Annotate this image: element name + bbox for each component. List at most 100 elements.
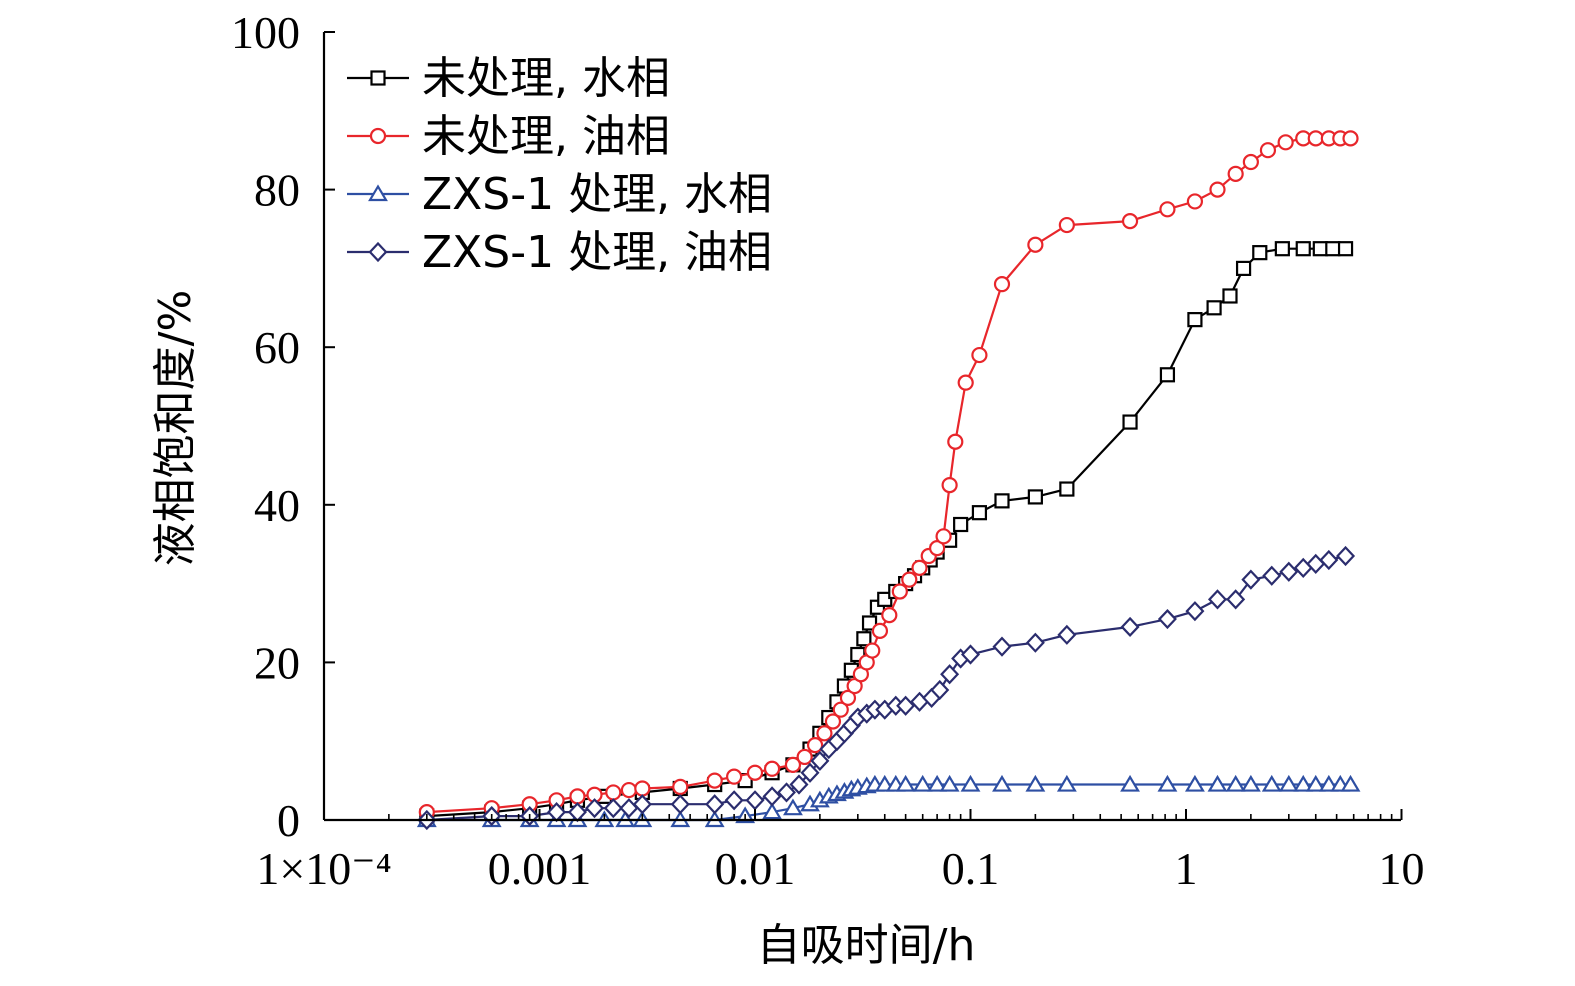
data-point [784, 756, 802, 773]
series-line [426, 247, 1346, 818]
data-point [762, 802, 782, 820]
data-point [877, 591, 893, 607]
x-tick-label: 10 [1379, 843, 1425, 894]
data-point [1307, 130, 1324, 147]
data-point [1185, 601, 1205, 622]
data-point [1342, 130, 1359, 147]
data-point [1120, 774, 1140, 792]
data-point [1207, 589, 1228, 610]
data-point [783, 798, 803, 816]
data-point [1206, 300, 1222, 316]
data-point [1058, 216, 1075, 234]
data-point [960, 774, 981, 792]
data-point [1122, 414, 1138, 430]
legend-item: 未处理, 水相 [347, 53, 670, 104]
data-point [896, 695, 916, 716]
x-axis-label: 自吸时间/h [757, 920, 976, 971]
legend-item: ZXS-1 处理, 油相 [347, 227, 772, 278]
x-ticks: 1×10⁻⁴ 0.001 0.01 0.1 1 10 [256, 809, 1425, 894]
data-point [1312, 241, 1328, 257]
data-point [724, 790, 744, 811]
data-point [569, 788, 586, 805]
data-point [1209, 181, 1226, 198]
data-point [605, 784, 622, 801]
data-point [992, 636, 1012, 657]
data-point [861, 615, 878, 631]
data-point [1222, 288, 1238, 304]
legend-label: 未处理, 水相 [422, 53, 670, 104]
legend-swatch-marker [370, 70, 386, 86]
legend-item: 未处理, 油相 [347, 111, 670, 162]
data-point [1227, 165, 1244, 182]
data-point [634, 780, 651, 797]
data-point [939, 774, 960, 792]
data-point [957, 374, 974, 391]
data-point [1059, 481, 1075, 497]
data-point [856, 631, 872, 647]
data-point [1027, 489, 1043, 505]
legend-swatch-marker [368, 184, 388, 202]
data-point [891, 583, 908, 600]
y-tick-label: 40 [254, 480, 300, 531]
data-point [705, 794, 725, 815]
legend-label: ZXS-1 处理, 油相 [422, 227, 772, 278]
data-point [839, 689, 857, 706]
data-point [1187, 312, 1203, 328]
data-point [1252, 245, 1268, 261]
data-point [1159, 201, 1176, 218]
data-point [806, 737, 824, 754]
data-point [746, 764, 764, 781]
series-1 [419, 241, 1354, 824]
data-point [901, 571, 918, 588]
data-point [1262, 565, 1282, 586]
data-point [1305, 774, 1326, 792]
data-point [864, 642, 881, 659]
legend-swatch-marker [369, 127, 387, 145]
data-point [1274, 241, 1290, 257]
data-point [1159, 367, 1176, 383]
data-point [1325, 241, 1341, 257]
data-point [1295, 241, 1311, 257]
x-tick-label: 1 [1175, 843, 1198, 894]
data-point [1025, 632, 1045, 653]
data-point [670, 794, 690, 815]
legend-label: ZXS-1 处理, 水相 [422, 169, 772, 220]
data-point [912, 774, 933, 792]
data-point [789, 774, 809, 795]
y-tick-label: 100 [231, 7, 300, 58]
data-point [930, 679, 950, 701]
data-point [1337, 241, 1354, 257]
data-point [1279, 561, 1299, 582]
data-point [1277, 134, 1294, 151]
data-point [1240, 774, 1261, 792]
data-point [871, 622, 889, 639]
data-point [1242, 153, 1259, 171]
data-point [881, 607, 898, 624]
data-point [992, 774, 1012, 792]
data-point [895, 774, 916, 792]
data-point [824, 713, 842, 730]
data-point [745, 790, 765, 811]
data-point [763, 760, 781, 777]
data-point [1025, 774, 1046, 792]
data-point [1261, 774, 1282, 792]
data-point [940, 664, 960, 685]
data-point [994, 493, 1010, 509]
data-point [927, 774, 948, 792]
data-point [800, 762, 820, 783]
data-point [1235, 260, 1252, 276]
data-point [672, 778, 689, 796]
y-ticks: 0 20 40 60 80 100 [231, 7, 335, 846]
data-point [935, 528, 952, 545]
data-point [1336, 545, 1356, 567]
data-point [796, 748, 813, 766]
plot-area [416, 130, 1361, 831]
series-2 [418, 130, 1359, 821]
data-point [810, 750, 830, 772]
data-point [762, 786, 782, 807]
data-point [1157, 608, 1177, 630]
data-point [776, 782, 797, 803]
legend-swatch-marker [368, 241, 388, 263]
data-point [941, 477, 958, 494]
y-tick-label: 60 [254, 322, 300, 373]
